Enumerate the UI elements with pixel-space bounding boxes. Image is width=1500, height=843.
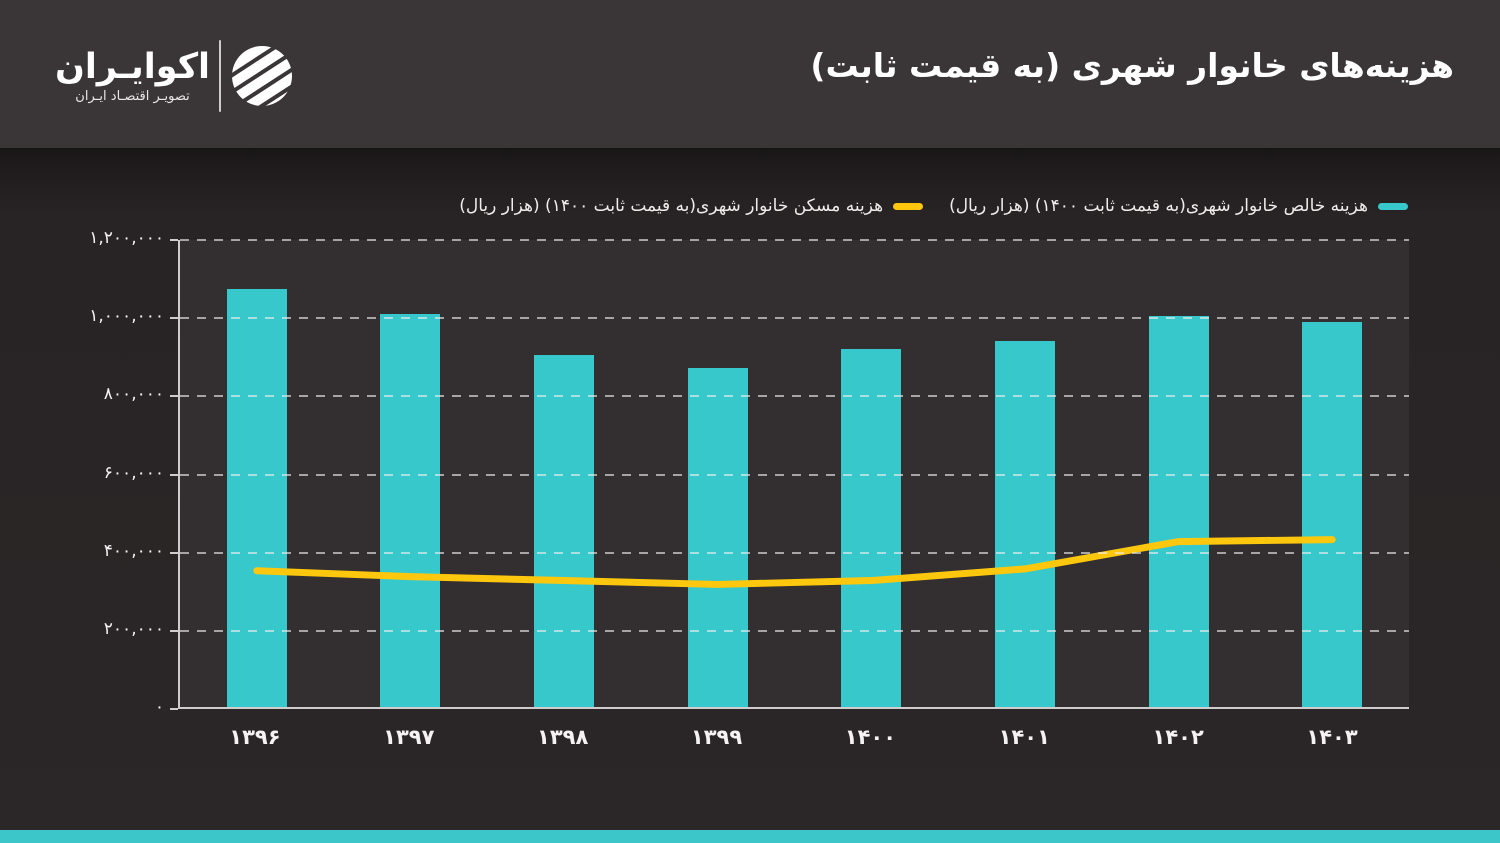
x-axis-label-۱۳۹۹: ۱۳۹۹ [690, 725, 743, 749]
y-axis-tick [170, 473, 178, 476]
bar-cell [180, 240, 334, 707]
bar-۱۴۰۰ [841, 348, 902, 707]
bar-۱۴۰۳ [1302, 321, 1363, 707]
y-axis-labels: ۰ ۲۰۰,۰۰۰ ۴۰۰,۰۰۰ ۶۰۰,۰۰۰ ۸۰۰,۰۰۰ ۱,۰۰۰,۰۰۰ ۱,… [0, 228, 164, 717]
y-axis-label: ۰ [154, 697, 164, 717]
y-axis-label: ۱,۰۰۰,۰۰۰ [89, 306, 164, 327]
legend-label: هزینه مسکن خانوار شهری(به قیمت ثابت ۱۴۰۰… [459, 196, 884, 216]
bar-۱۳۹۸ [534, 354, 595, 707]
x-axis-label-۱۴۰۲: ۱۴۰۲ [1152, 725, 1204, 749]
bar-cell [334, 240, 488, 707]
legend-item-housing-expense: هزینه مسکن خانوار شهری(به قیمت ثابت ۱۴۰۰… [459, 196, 924, 216]
y-axis-label: ۱,۲۰۰,۰۰۰ [89, 228, 164, 248]
bar-series [180, 240, 1409, 707]
bar-cell [795, 240, 949, 707]
footer-accent-strip [0, 830, 1500, 843]
plot-area [170, 239, 1409, 710]
y-axis-label: ۸۰۰,۰۰۰ [103, 384, 164, 405]
bar-cell [487, 240, 641, 707]
legend-swatch-line-series [893, 202, 924, 210]
bar-۱۳۹۹ [687, 368, 748, 707]
bar-cell [641, 240, 795, 707]
y-axis-tick [170, 551, 178, 554]
page-title: هزینه‌های خانوار شهری (به قیمت ثابت) [810, 45, 1454, 85]
legend: هزینه خالص خانوار شهری(به قیمت ثابت ۱۴۰۰… [459, 196, 1408, 216]
y-axis-tick [170, 395, 178, 398]
bar-۱۳۹۶ [226, 288, 287, 707]
bar-cell [1255, 240, 1409, 707]
y-axis-tick [170, 629, 178, 632]
ecoiran-logo: اکوایـران تصویـر اقتصـاد ایـران [55, 34, 295, 118]
logo-tagline: تصویـر اقتصـاد ایـران [75, 88, 190, 104]
bar-cell [948, 240, 1102, 707]
x-axis-label-۱۴۰۱: ۱۴۰۱ [998, 725, 1050, 749]
logo-separator [219, 40, 222, 112]
bar-۱۴۰۱ [994, 341, 1055, 707]
y-axis-tick [170, 239, 178, 241]
x-axis-label-۱۳۹۷: ۱۳۹۷ [383, 725, 435, 749]
legend-swatch-bar-series [1378, 202, 1408, 210]
x-axis-label-۱۳۹۶: ۱۳۹۶ [229, 725, 281, 749]
bar-۱۳۹۷ [380, 313, 441, 707]
x-axis-label-۱۴۰۰: ۱۴۰۰ [844, 725, 897, 749]
logo-text-block: اکوایـران تصویـر اقتصـاد ایـران [55, 48, 210, 104]
bar-۱۴۰۲ [1148, 315, 1209, 707]
y-axis-label: ۲۰۰,۰۰۰ [103, 618, 164, 639]
legend-label: هزینه خالص خانوار شهری(به قیمت ثابت ۱۴۰۰… [949, 196, 1368, 216]
y-axis-tick [170, 317, 178, 320]
header: هزینه‌های خانوار شهری (به قیمت ثابت) اکو… [0, 0, 1500, 148]
x-axis-label-۱۴۰۳: ۱۴۰۳ [1306, 725, 1358, 749]
y-axis-label: ۴۰۰,۰۰۰ [103, 540, 164, 561]
bar-cell [1102, 240, 1256, 707]
ecoiran-logo-icon [230, 44, 295, 108]
x-axis-label-۱۳۹۸: ۱۳۹۸ [537, 725, 589, 749]
logo-name: اکوایـران [55, 47, 211, 88]
x-axis-labels: ۱۳۹۶ ۱۳۹۷ ۱۳۹۸ ۱۳۹۹ ۱۴۰۰ ۱۴۰۱ ۱۴۰۲ ۱۴۰۳ [178, 725, 1409, 749]
legend-item-net-household-expense: هزینه خالص خانوار شهری(به قیمت ثابت ۱۴۰۰… [949, 196, 1408, 216]
y-axis-label: ۶۰۰,۰۰۰ [103, 462, 164, 483]
y-axis-tick [170, 708, 178, 710]
